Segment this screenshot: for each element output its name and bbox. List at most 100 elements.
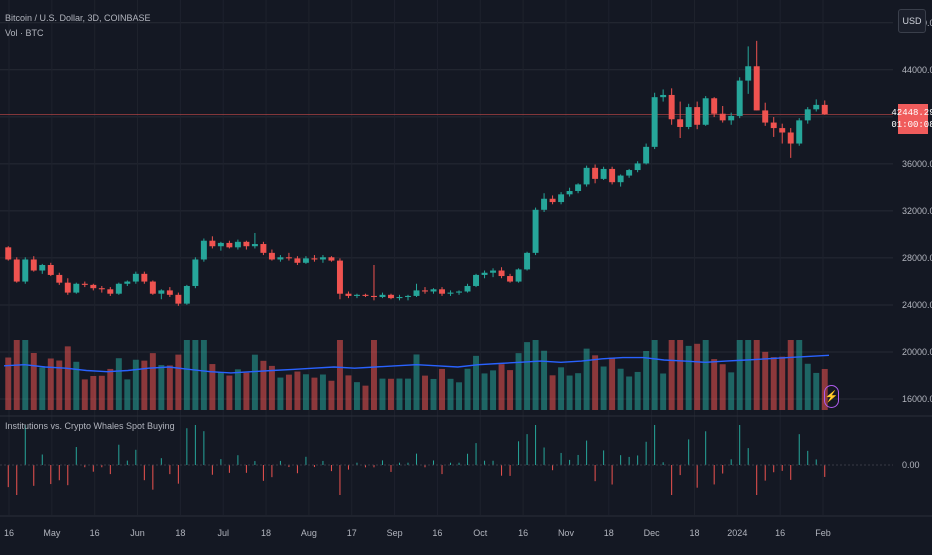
volume-bar bbox=[268, 365, 275, 410]
volume-bar bbox=[183, 340, 190, 410]
time-axis-tick: 16 bbox=[775, 528, 785, 538]
volume-bar bbox=[81, 379, 88, 410]
volume-bar bbox=[260, 360, 267, 410]
indicator-legend[interactable]: Institutions vs. Crypto Whales Spot Buyi… bbox=[5, 421, 175, 431]
volume-bar bbox=[388, 378, 394, 410]
candle-body bbox=[260, 244, 267, 253]
volume-bar bbox=[22, 340, 29, 410]
last-price-tag: 42448.29 01:00:08 bbox=[891, 104, 932, 134]
volume-bar bbox=[779, 356, 786, 410]
volume-bar bbox=[13, 340, 20, 410]
volume-bar bbox=[634, 371, 641, 410]
candle-body bbox=[73, 283, 80, 293]
candle-body bbox=[234, 241, 241, 248]
volume-bar bbox=[643, 351, 650, 410]
volume-bar bbox=[515, 353, 522, 410]
time-axis-tick: Jul bbox=[217, 528, 229, 538]
time-axis-tick: 16 bbox=[518, 528, 528, 538]
volume-bar bbox=[728, 372, 735, 410]
volume-bar bbox=[447, 378, 454, 410]
candle-body bbox=[787, 132, 794, 144]
volume-bar bbox=[481, 373, 488, 410]
time-axis-tick: 17 bbox=[347, 528, 357, 538]
volume-bar bbox=[456, 382, 463, 410]
volume-bar bbox=[234, 369, 241, 410]
candle-body bbox=[643, 146, 650, 164]
candle-body bbox=[796, 120, 803, 144]
time-axis-tick: May bbox=[43, 528, 61, 538]
candle-body bbox=[728, 115, 735, 121]
candle-body bbox=[5, 247, 12, 260]
candle-body bbox=[22, 259, 29, 282]
volume-bar bbox=[583, 348, 590, 410]
volume-bar bbox=[132, 359, 139, 410]
candle-body bbox=[226, 242, 233, 248]
candle-body bbox=[685, 107, 692, 127]
volume-bar bbox=[804, 363, 811, 410]
candle-body bbox=[379, 294, 386, 298]
candle-body bbox=[370, 295, 377, 298]
candle-body bbox=[549, 198, 556, 203]
volume-bar bbox=[762, 351, 769, 410]
volume-bar bbox=[251, 354, 258, 410]
candle-body bbox=[251, 244, 258, 247]
candle-body bbox=[64, 282, 71, 293]
volume-bar bbox=[405, 378, 411, 410]
price-axis-tick: 20000.00 bbox=[902, 347, 932, 357]
volume-bar bbox=[107, 368, 114, 410]
volume-bar bbox=[736, 340, 743, 410]
candle-body bbox=[268, 252, 275, 260]
candle-body bbox=[490, 270, 497, 273]
candle-body bbox=[396, 297, 403, 299]
volume-bar bbox=[498, 364, 505, 410]
candle-body bbox=[405, 295, 411, 298]
volume-bar bbox=[353, 382, 360, 410]
volume-bar bbox=[39, 367, 46, 410]
volume-bar bbox=[796, 340, 803, 410]
candle-body bbox=[243, 241, 250, 247]
volume-bar bbox=[439, 368, 445, 410]
candle-body bbox=[311, 258, 318, 260]
volume-bar bbox=[90, 376, 97, 410]
volume-bar bbox=[141, 360, 148, 410]
candle-body bbox=[319, 257, 326, 260]
volume-bar bbox=[370, 340, 377, 410]
volume-bar bbox=[226, 375, 233, 410]
candle-body bbox=[719, 113, 726, 121]
volume-bar bbox=[668, 340, 675, 410]
candle-body bbox=[158, 290, 165, 294]
candle-body bbox=[90, 284, 97, 289]
volume-bar bbox=[302, 374, 309, 410]
volume-bar bbox=[73, 361, 80, 410]
candle-body bbox=[336, 260, 343, 294]
volume-bar bbox=[507, 370, 514, 410]
candle-body bbox=[456, 291, 463, 293]
volume-bar bbox=[30, 352, 37, 410]
price-axis-tick: 24000.00 bbox=[902, 300, 932, 310]
candle-body bbox=[149, 281, 156, 294]
volume-bar bbox=[124, 379, 131, 410]
symbol-legend[interactable]: Bitcoin / U.S. Dollar, 3D, COINBASE bbox=[5, 13, 151, 23]
time-axis-tick: Sep bbox=[387, 528, 403, 538]
currency-button[interactable]: USD bbox=[898, 9, 926, 33]
candle-body bbox=[532, 209, 539, 253]
volume-bar bbox=[592, 355, 599, 410]
volume-bar bbox=[64, 346, 71, 410]
volume-bar bbox=[166, 365, 173, 410]
candle-body bbox=[575, 184, 582, 192]
volume-bar bbox=[549, 375, 556, 410]
time-axis-tick: 18 bbox=[604, 528, 614, 538]
candle-body bbox=[813, 104, 820, 110]
lightning-icon[interactable]: ⚡ bbox=[824, 385, 839, 408]
volume-bar bbox=[600, 366, 607, 410]
volume-bar bbox=[566, 375, 573, 410]
volume-bar bbox=[558, 367, 565, 410]
time-axis-tick: Nov bbox=[558, 528, 575, 538]
volume-legend[interactable]: Vol · BTC bbox=[5, 28, 44, 38]
candle-body bbox=[745, 66, 752, 81]
candle-body bbox=[694, 107, 701, 125]
volume-bar bbox=[617, 368, 624, 410]
candle-body bbox=[277, 257, 284, 260]
candle-body bbox=[583, 167, 590, 185]
